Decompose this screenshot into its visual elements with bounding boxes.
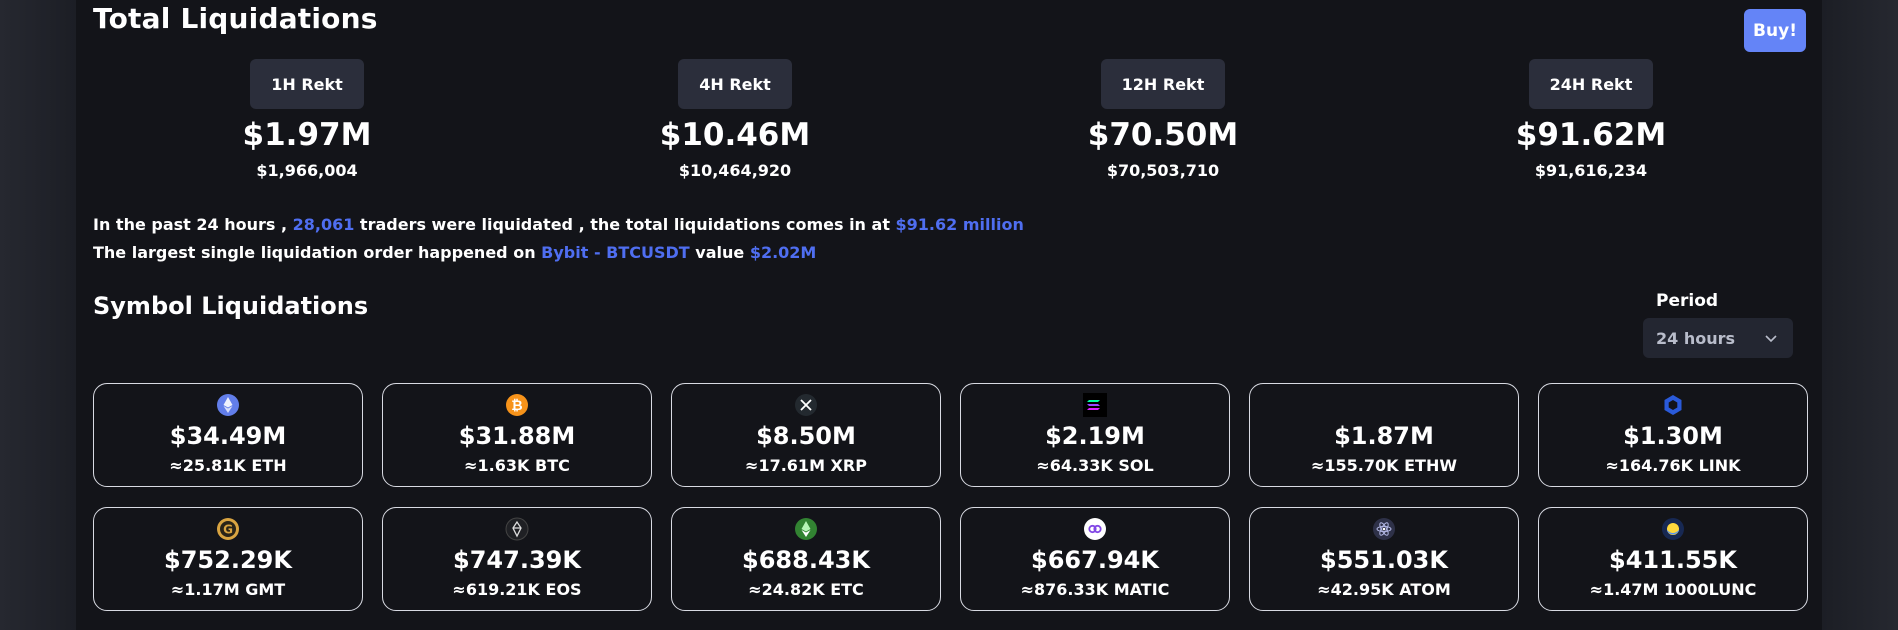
total-liquidations-value: $91.62 million — [895, 215, 1024, 234]
rekt-tag-4h: 4H Rekt — [678, 59, 792, 109]
chevron-down-icon — [1765, 335, 1777, 343]
page-background-right — [1822, 0, 1898, 630]
svg-text:₿: ₿ — [511, 398, 522, 414]
rekt-short-value: $70.50M — [1087, 117, 1239, 153]
rekt-short-value: $1.97M — [242, 117, 372, 153]
summary-text: The largest single liquidation order hap… — [93, 243, 542, 262]
symbol-amount: ≈155.70K ETHW — [1311, 456, 1457, 475]
summary-text: In the past 24 hours , — [93, 215, 293, 234]
symbol-card-xrp[interactable]: $8.50M ≈17.61M XRP — [671, 383, 941, 487]
page-background-left — [0, 0, 76, 630]
symbol-card-matic[interactable]: $667.94K ≈876.33K MATIC — [960, 507, 1230, 611]
summary-text: value — [689, 243, 750, 262]
rekt-full-value: $1,966,004 — [256, 161, 358, 180]
symbol-amount: ≈64.33K SOL — [1036, 456, 1154, 475]
liquidation-summary: In the past 24 hours , 28,061 traders we… — [93, 211, 1024, 267]
sol-icon — [1083, 393, 1107, 417]
symbol-usd-value: $667.94K — [1031, 546, 1159, 574]
symbol-usd-value: $8.50M — [756, 422, 856, 450]
symbol-usd-value: $1.30M — [1623, 422, 1723, 450]
liquidations-panel: Total Liquidations Buy! 1H Rekt $1.97M $… — [76, 0, 1822, 630]
rekt-short-value: $10.46M — [659, 117, 811, 153]
symbol-amount: ≈24.82K ETC — [748, 580, 864, 599]
etc-icon — [795, 518, 817, 540]
rekt-12h: 12H Rekt $70.50M $70,503,710 — [1043, 59, 1283, 183]
summary-line-1: In the past 24 hours , 28,061 traders we… — [93, 211, 1024, 239]
rekt-full-value: $70,503,710 — [1106, 161, 1220, 180]
symbol-amount: ≈1.47M 1000LUNC — [1589, 580, 1757, 599]
symbol-amount: ≈619.21K EOS — [452, 580, 582, 599]
rekt-short-value: $91.62M — [1515, 117, 1667, 153]
symbol-card-eos[interactable]: $747.39K ≈619.21K EOS — [382, 507, 652, 611]
symbol-amount: ≈1.17M GMT — [170, 580, 286, 599]
period-label: Period — [1656, 291, 1719, 311]
largest-order-value: $2.02M — [749, 243, 817, 262]
rekt-4h: 4H Rekt $10.46M $10,464,920 — [615, 59, 855, 183]
page-title: Total Liquidations — [93, 2, 378, 35]
symbol-card-lunc[interactable]: $411.55K ≈1.47M 1000LUNC — [1538, 507, 1808, 611]
symbol-card-etc[interactable]: $688.43K ≈24.82K ETC — [671, 507, 941, 611]
buy-button[interactable]: Buy! — [1744, 9, 1806, 52]
period-select[interactable]: 24 hours — [1643, 318, 1793, 358]
rekt-24h: 24H Rekt $91.62M $91,616,234 — [1471, 59, 1711, 183]
symbol-amount: ≈876.33K MATIC — [1020, 580, 1170, 599]
rekt-1h: 1H Rekt $1.97M $1,966,004 — [187, 59, 427, 183]
eos-icon — [505, 517, 529, 541]
atom-icon — [1373, 518, 1395, 540]
largest-order-exchange-link[interactable]: Bybit - BTCUSDT — [541, 243, 690, 262]
symbol-grid: $34.49M ≈25.81K ETH ₿ $31.88M ≈1.63K BTC… — [93, 383, 1808, 611]
symbol-usd-value: $551.03K — [1320, 546, 1448, 574]
rekt-full-value: $91,616,234 — [1534, 161, 1648, 180]
btc-icon: ₿ — [506, 394, 528, 416]
symbol-liquidations-title: Symbol Liquidations — [93, 292, 369, 320]
eth-icon — [217, 394, 239, 416]
symbol-usd-value: $34.49M — [169, 422, 287, 450]
symbol-card-gmt[interactable]: G $752.29K ≈1.17M GMT — [93, 507, 363, 611]
rekt-tag-12h: 12H Rekt — [1100, 59, 1226, 109]
summary-text: traders were liquidated , the total liqu… — [354, 215, 896, 234]
symbol-amount: ≈164.76K LINK — [1605, 456, 1741, 475]
symbol-usd-value: $688.43K — [742, 546, 870, 574]
symbol-amount: ≈1.63K BTC — [464, 456, 570, 475]
symbol-amount: ≈42.95K ATOM — [1317, 580, 1451, 599]
xrp-icon — [795, 394, 817, 416]
symbol-usd-value: $752.29K — [164, 546, 292, 574]
symbol-card-sol[interactable]: $2.19M ≈64.33K SOL — [960, 383, 1230, 487]
rekt-tag-1h: 1H Rekt — [250, 59, 364, 109]
symbol-amount: ≈25.81K ETH — [169, 456, 287, 475]
symbol-card-btc[interactable]: ₿ $31.88M ≈1.63K BTC — [382, 383, 652, 487]
symbol-usd-value: $2.19M — [1045, 422, 1145, 450]
traders-count: 28,061 — [292, 215, 355, 234]
link-icon — [1664, 395, 1682, 415]
symbol-amount: ≈17.61M XRP — [745, 456, 867, 475]
symbol-card-eth[interactable]: $34.49M ≈25.81K ETH — [93, 383, 363, 487]
ethw-icon-placeholder — [1372, 393, 1396, 417]
symbol-card-atom[interactable]: $551.03K ≈42.95K ATOM — [1249, 507, 1519, 611]
matic-icon — [1084, 518, 1106, 540]
svg-text:G: G — [223, 523, 233, 537]
rekt-full-value: $10,464,920 — [678, 161, 792, 180]
symbol-card-link[interactable]: $1.30M ≈164.76K LINK — [1538, 383, 1808, 487]
summary-line-2: The largest single liquidation order hap… — [93, 239, 1024, 267]
symbol-usd-value: $747.39K — [453, 546, 581, 574]
lunc-icon — [1662, 518, 1684, 540]
rekt-tag-24h: 24H Rekt — [1528, 59, 1654, 109]
symbol-card-ethw[interactable]: $1.87M ≈155.70K ETHW — [1249, 383, 1519, 487]
symbol-usd-value: $31.88M — [458, 422, 576, 450]
symbol-usd-value: $411.55K — [1609, 546, 1737, 574]
gmt-icon: G — [217, 518, 239, 540]
period-selected-value: 24 hours — [1656, 328, 1736, 348]
symbol-usd-value: $1.87M — [1334, 422, 1434, 450]
